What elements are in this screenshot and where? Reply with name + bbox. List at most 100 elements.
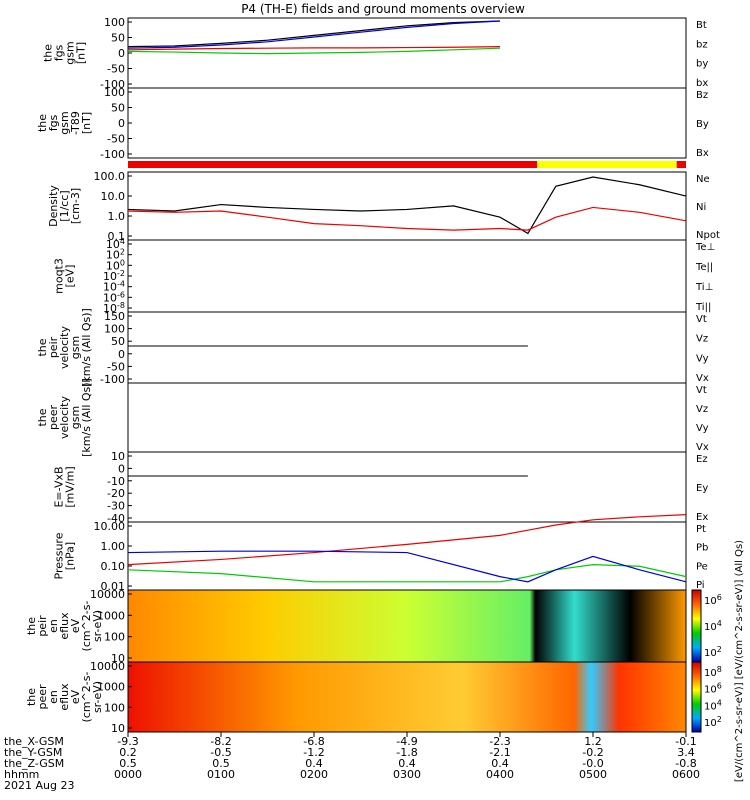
y-tick-label: 50 xyxy=(111,32,125,45)
panel-efield: 100-10-20-30-40 E=-VxB[mV/m] Ez Ey Ex xyxy=(53,450,709,525)
panel-frame xyxy=(127,382,687,453)
y-tick-label: 100 xyxy=(104,16,125,29)
y-tick-label: 10.00 xyxy=(94,520,126,533)
legend-Npot: Npot xyxy=(696,230,720,241)
y-axis-label: thefgsgsm[nT] xyxy=(42,41,88,64)
x-tick-label: -0.2 xyxy=(582,746,603,759)
panels: 100500-50-100thefgsgsm[nT]Btbzbybx100500… xyxy=(25,16,720,735)
x-tick-label: -0.0 xyxy=(582,757,603,770)
y-tick-label: 10.0 xyxy=(101,190,126,203)
y-tick-label: -100 xyxy=(100,373,125,386)
x-tick-label: -2.3 xyxy=(489,735,510,748)
legend-Vt: Vt xyxy=(696,385,707,396)
y-tick-label: 50 xyxy=(111,335,125,348)
x-tick-label: 0.4 xyxy=(491,757,509,770)
colorbar xyxy=(691,661,702,733)
y-tick-label: 0.10 xyxy=(101,560,126,573)
x-tick-label: 0.5 xyxy=(212,757,230,770)
series-density-Ne xyxy=(127,206,687,231)
panel-ion_spec: 10000 1000 100 10 thepeirenefluxeV(cm^2-s-sr… xyxy=(25,588,687,665)
y-tick-label: 1.00 xyxy=(101,540,126,553)
legend-Vx: Vx xyxy=(696,442,709,453)
y-tick-label: 100 xyxy=(104,86,125,99)
x-tick-label: -6.8 xyxy=(303,735,324,748)
series-fgs-Bt xyxy=(127,20,501,48)
y-tick-label: -30 xyxy=(107,500,125,513)
y-axis-label: E=-VxB[mV/m] xyxy=(53,466,77,507)
y-axis-label: Density[1/cc][cm-3] xyxy=(47,185,82,227)
y-axis-label: thepeerenefluxeV(cm^2-s-sr-eV) xyxy=(25,672,104,723)
colorbar-tick: 102 xyxy=(704,645,722,659)
panel-frame xyxy=(127,311,687,384)
y-tick-label: -50 xyxy=(107,360,125,373)
colorbars: 106 104 102 108 106 104 102 [eV/(cm^2-s-sr-eV)]… xyxy=(691,540,745,782)
legend-Ne: Ne xyxy=(696,174,710,185)
legend-Vt: Vt xyxy=(696,314,707,325)
y-tick-label: 10-2 xyxy=(103,269,125,283)
y-tick-label: -50 xyxy=(107,133,125,146)
y-tick-label: 102 xyxy=(106,248,125,262)
y-axis-label: Pressure[nPa] xyxy=(53,532,77,579)
x-row-label: 2021 Aug 23 xyxy=(4,779,74,792)
x-tick-label: 1.2 xyxy=(584,735,602,748)
y-tick-label: -20 xyxy=(107,487,125,500)
y-axis-label: thepeirenefluxeV(cm^2-s-sr-eV) xyxy=(25,601,104,652)
mode-bar-yellow xyxy=(537,161,677,168)
legend-Bx: Bx xyxy=(696,148,709,159)
y-tick-label: 150 xyxy=(104,310,125,323)
y-tick-label: 0.1 xyxy=(108,230,126,243)
y-tick-label: 0 xyxy=(118,47,125,60)
legend-bx: bx xyxy=(696,78,708,89)
legend-Bz: Bz xyxy=(696,90,708,101)
series-fgs-bz xyxy=(127,46,501,51)
y-tick-label: 0 xyxy=(118,117,125,130)
x-tick-label: 0.4 xyxy=(398,757,416,770)
panel-frame xyxy=(127,451,687,523)
panel-ele_spec: 10000 1000 100 10 thepeerenefluxeV(cm^2-s-sr… xyxy=(25,660,687,735)
y-tick-label: 104 xyxy=(106,237,125,251)
y-tick-label: 1.0 xyxy=(108,210,126,223)
legend-Vz: Vz xyxy=(696,404,708,415)
spectrogram-image xyxy=(128,590,686,662)
colorbar-tick: 104 xyxy=(704,698,722,712)
colorbar xyxy=(691,589,702,663)
x-tick-label: 0100 xyxy=(207,768,235,781)
colorbar-tick: 104 xyxy=(704,619,722,633)
x-tick-label: -0.1 xyxy=(675,735,696,748)
y-tick-label: 0 xyxy=(118,462,125,475)
series-fgs-by xyxy=(127,47,501,55)
y-tick-label: 10-8 xyxy=(103,301,125,315)
y-tick-label: 10 xyxy=(111,722,125,735)
colorbar-tick: 106 xyxy=(704,593,722,607)
legend-Vz: Vz xyxy=(696,334,708,345)
plot-title: P4 (TH-E) fields and ground moments over… xyxy=(241,2,525,16)
legend-Ti⊥: Ti⊥ xyxy=(695,282,713,293)
x-tick-label: 0000 xyxy=(114,768,142,781)
y-tick-label: -40 xyxy=(107,512,125,525)
y-tick-label: 100 xyxy=(104,701,125,714)
series-pressure-Pi xyxy=(127,550,687,583)
y-tick-label: 100 xyxy=(104,323,125,336)
x-row-label: hhmm xyxy=(4,768,39,781)
y-axis-label: thepeervelocitygsm[km/s (All Qs)] xyxy=(36,378,93,457)
y-axis-label: thefgsgsm-T89[nT] xyxy=(36,111,93,135)
legend-Bt: Bt xyxy=(696,20,707,31)
y-tick-label: 100 xyxy=(104,631,125,644)
x-tick-label: -0.8 xyxy=(675,757,696,770)
y-tick-label: 100 xyxy=(106,258,125,272)
series-fgs-bx xyxy=(127,20,501,49)
x-tick-label: -0.5 xyxy=(210,746,231,759)
y-tick-label: -50 xyxy=(107,63,125,76)
x-tick-label: -1.8 xyxy=(396,746,417,759)
spectrogram-image xyxy=(128,662,686,732)
legend-By: By xyxy=(696,119,709,130)
x-tick-label: 0500 xyxy=(579,768,607,781)
x-tick-label: -8.2 xyxy=(210,735,231,748)
x-tick-label: 0200 xyxy=(300,768,328,781)
y-tick-label: 10 xyxy=(111,652,125,665)
legend-Vx: Vx xyxy=(696,373,709,384)
legend-by: by xyxy=(696,59,708,70)
legend-Pe: Pe xyxy=(696,561,708,572)
